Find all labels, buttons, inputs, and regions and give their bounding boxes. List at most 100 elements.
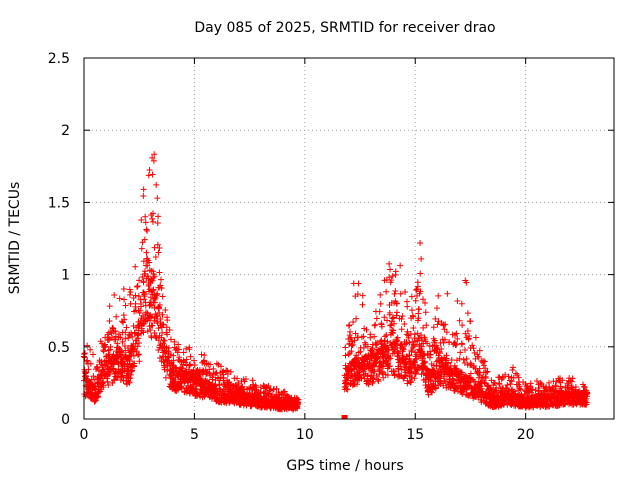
x-tick-label: 10 [296, 427, 314, 443]
data-point [149, 154, 156, 161]
data-point [403, 339, 410, 346]
data-point [167, 336, 174, 343]
data-point [145, 172, 152, 179]
data-point [161, 337, 168, 344]
data-point [388, 277, 395, 284]
data-point [427, 376, 434, 383]
data-point [156, 301, 163, 308]
data-point [157, 282, 164, 289]
data-point [436, 350, 443, 357]
chart-title: Day 085 of 2025, SRMTID for receiver dra… [194, 20, 495, 36]
data-point [143, 226, 150, 233]
data-point [393, 312, 400, 319]
data-point [127, 300, 134, 307]
data-point [187, 353, 194, 360]
data-point [127, 371, 134, 378]
data-point [349, 341, 356, 348]
data-point [186, 346, 193, 353]
data-point [116, 295, 123, 302]
data-point [371, 322, 378, 329]
data-point [355, 280, 362, 287]
data-point [158, 276, 165, 283]
data-point [410, 324, 417, 331]
y-tick-label: 1.5 [48, 195, 70, 211]
data-point [453, 357, 460, 364]
data-point [483, 369, 490, 376]
data-point [220, 374, 227, 381]
data-point [475, 353, 482, 360]
data-point [471, 349, 478, 356]
data-point [417, 240, 424, 247]
y-tick-label: 0 [61, 412, 70, 428]
data-point [387, 355, 394, 362]
data-point [175, 356, 182, 363]
data-point [394, 337, 401, 344]
data-point [81, 350, 88, 357]
data-point [442, 321, 449, 328]
x-axis-label: GPS time / hours [286, 458, 403, 474]
data-point [113, 313, 120, 320]
y-axis-label: SRMTID / TECUs [7, 182, 23, 295]
data-point [516, 383, 523, 390]
data-point [452, 365, 459, 372]
data-point [151, 299, 158, 306]
data-point [453, 330, 460, 337]
data-point [389, 272, 396, 279]
data-point [568, 378, 575, 385]
data-point [408, 379, 415, 386]
data-point [198, 351, 205, 358]
data-point [132, 292, 139, 299]
data-point [138, 300, 145, 307]
data-point [87, 360, 94, 367]
data-point [464, 328, 471, 335]
data-point [348, 338, 355, 345]
data-point [389, 315, 396, 322]
data-point [166, 326, 173, 333]
data-point [273, 385, 280, 392]
data-point [462, 330, 469, 337]
data-point [141, 236, 148, 243]
data-point [438, 345, 445, 352]
data-point [269, 391, 276, 398]
data-point [183, 356, 190, 363]
data-point [136, 358, 143, 365]
data-point [158, 285, 165, 292]
data-point [386, 309, 393, 316]
data-point [529, 386, 536, 393]
data-point [480, 362, 487, 369]
data-point [458, 300, 465, 307]
data-point [159, 311, 166, 318]
data-point [101, 342, 108, 349]
data-point [126, 379, 133, 386]
data-point [569, 385, 576, 392]
data-point [512, 370, 519, 377]
data-point [552, 383, 559, 390]
data-point [397, 290, 404, 297]
data-point [136, 351, 143, 358]
data-point [150, 287, 157, 294]
data-point [210, 365, 217, 372]
data-point [105, 382, 112, 389]
data-point [572, 384, 579, 391]
data-point [377, 300, 384, 307]
data-point [118, 348, 125, 355]
data-point [144, 273, 151, 280]
data-point [183, 345, 190, 352]
data-point [84, 357, 91, 364]
data-point [457, 349, 464, 356]
data-point [515, 374, 522, 381]
data-point [150, 157, 157, 164]
data-point [138, 216, 145, 223]
data-point [487, 386, 494, 393]
data-point [189, 370, 196, 377]
data-point [382, 333, 389, 340]
data-point [112, 327, 119, 334]
plot-frame [83, 57, 615, 420]
data-point [341, 415, 348, 419]
data-point [410, 313, 417, 320]
data-point [171, 338, 178, 345]
axis-ticks: 0 5 10 15 20 0 0.5 1 1.5 2 2.5 [48, 51, 614, 443]
data-point [162, 307, 169, 314]
data-point [174, 349, 181, 356]
